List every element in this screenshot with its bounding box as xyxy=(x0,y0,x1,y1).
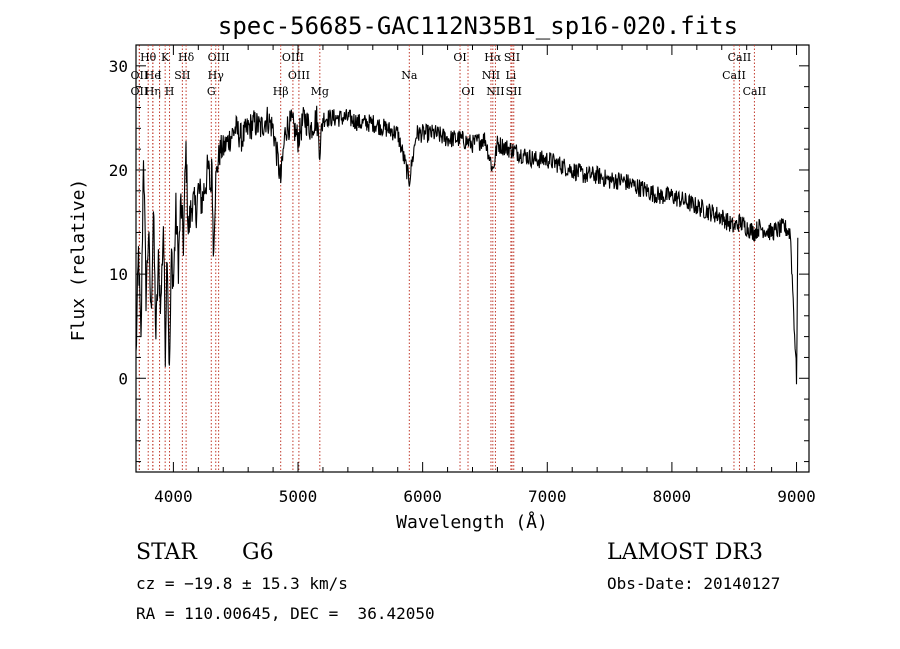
plot-frame xyxy=(135,44,810,473)
line-marker-label: SII xyxy=(504,51,520,64)
x-axis-ticks: 4000 5000 6000 7000 8000 9000 xyxy=(154,45,816,506)
coordinates: RA = 110.00645, DEC = 36.42050 xyxy=(136,604,435,623)
y-tick-label: 30 xyxy=(109,57,128,76)
y-tick-label: 20 xyxy=(109,161,128,180)
line-marker-label: NII xyxy=(486,85,504,98)
line-marker-label: CaII xyxy=(728,51,752,64)
x-tick-label: 9000 xyxy=(777,487,816,506)
line-marker-label: SII xyxy=(174,69,190,82)
observation-date: Obs-Date: 20140127 xyxy=(607,574,781,593)
line-marker-label: Hδ xyxy=(178,51,195,64)
line-marker-label: NII xyxy=(482,69,500,82)
series-line-flux xyxy=(135,105,799,385)
line-marker-label: CaII xyxy=(743,85,767,98)
x-tick-label: 8000 xyxy=(653,487,692,506)
line-marker-label: OIII xyxy=(282,51,304,64)
redshift-cz: cz = −19.8 ± 15.3 km/s xyxy=(136,574,348,593)
line-marker-label: OIII xyxy=(208,51,230,64)
line-marker-label: SII xyxy=(506,85,522,98)
line-marker-label: OII xyxy=(131,69,149,82)
line-marker-label: Hβ xyxy=(273,85,289,98)
line-marker-label: OI xyxy=(461,85,474,98)
series-layer xyxy=(135,105,799,385)
line-marker-label: H xyxy=(165,85,175,98)
y-axis-label: Flux (relative) xyxy=(68,179,89,342)
line-marker-label: Hη xyxy=(145,85,161,98)
y-tick-label: 10 xyxy=(109,265,128,284)
y-tick-label: 0 xyxy=(118,369,128,388)
x-tick-label: 7000 xyxy=(528,487,567,506)
x-tick-label: 6000 xyxy=(403,487,442,506)
object-subclass: G6 xyxy=(242,540,274,565)
line-marker-label: CaII xyxy=(722,69,746,82)
line-marker-label: I xyxy=(157,69,161,82)
x-tick-label: 4000 xyxy=(154,487,193,506)
line-marker-label: Na xyxy=(401,69,418,82)
chart-title: spec-56685-GAC112N35B1_sp16-020.fits xyxy=(218,12,738,40)
line-marker-label: K xyxy=(161,51,170,64)
y-axis-ticks: 0 10 20 30 xyxy=(109,44,809,463)
x-axis-label: Wavelength (Å) xyxy=(396,511,548,533)
line-marker-label: He xyxy=(145,69,161,82)
line-marker-label: OII xyxy=(131,85,149,98)
line-marker-label: G xyxy=(207,85,216,98)
line-marker-label: OIII xyxy=(288,69,310,82)
line-marker-label: Hα xyxy=(484,51,502,64)
x-tick-label: 5000 xyxy=(279,487,318,506)
line-marker-label: Hγ xyxy=(208,69,225,82)
object-class: STAR xyxy=(136,540,197,565)
line-marker-label: Li xyxy=(505,69,516,82)
line-marker-label: OI xyxy=(453,51,466,64)
line-marker-label: Hθ xyxy=(140,51,157,64)
line-marker-label: Mg xyxy=(311,85,329,98)
survey-name: LAMOST DR3 xyxy=(607,540,763,565)
